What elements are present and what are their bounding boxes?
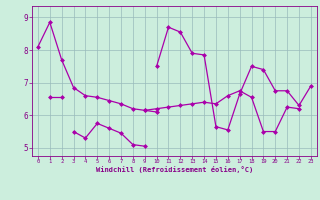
X-axis label: Windchill (Refroidissement éolien,°C): Windchill (Refroidissement éolien,°C) <box>96 166 253 173</box>
